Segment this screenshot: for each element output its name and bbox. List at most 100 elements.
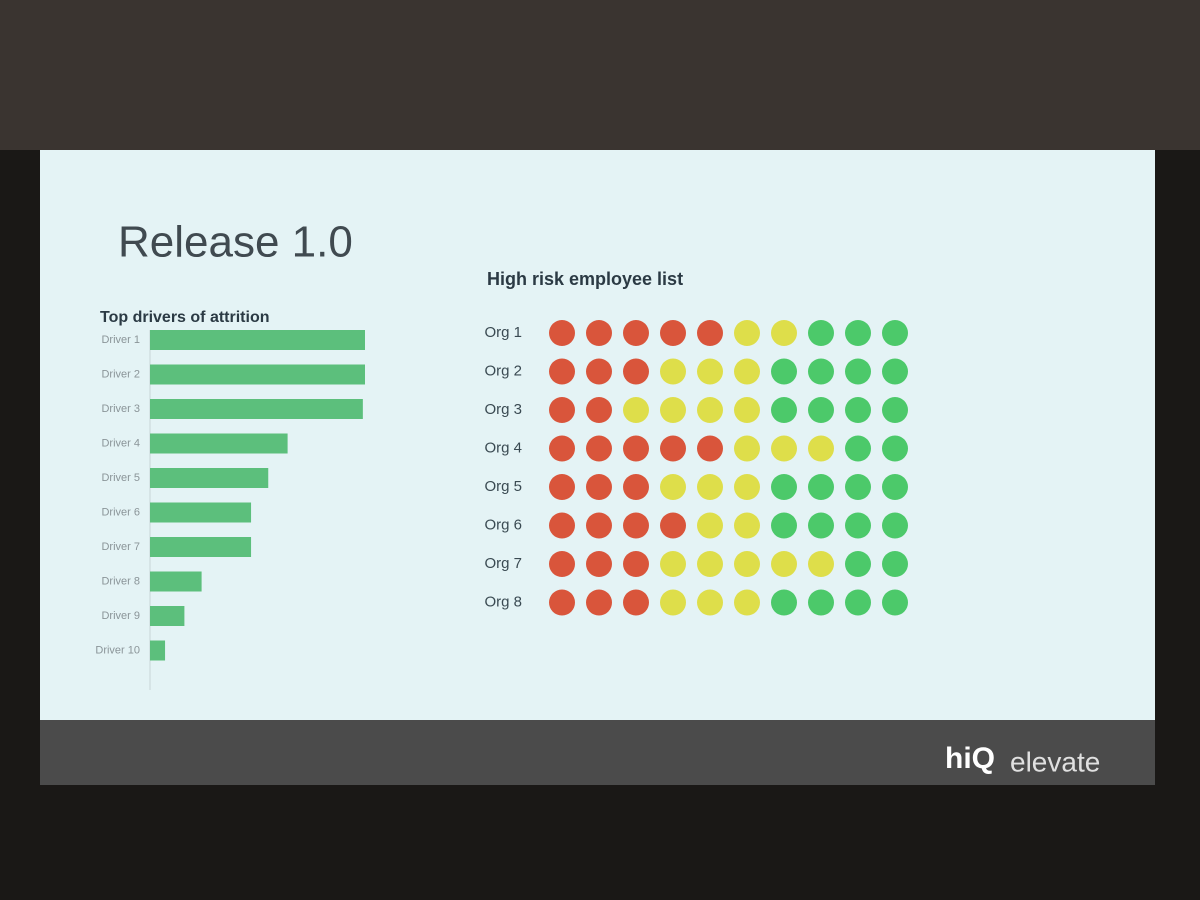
dot bbox=[549, 358, 575, 385]
dot bbox=[845, 435, 871, 462]
dot bbox=[734, 589, 760, 616]
dot bbox=[734, 435, 760, 462]
dot bbox=[549, 397, 575, 423]
dot bbox=[808, 358, 834, 385]
dot bbox=[697, 435, 723, 462]
dot-segment bbox=[734, 435, 834, 462]
dot-segment bbox=[549, 551, 649, 577]
dot bbox=[845, 589, 871, 616]
dot bbox=[660, 474, 686, 500]
y-tick-label: Driver 3 bbox=[101, 403, 140, 415]
dot-segment bbox=[549, 320, 723, 346]
chart-title: Top drivers of attrition bbox=[100, 309, 269, 326]
dot bbox=[882, 358, 908, 385]
slide-footer bbox=[40, 720, 1155, 785]
dot bbox=[734, 320, 760, 346]
logo: hiQ bbox=[945, 742, 995, 775]
dot bbox=[771, 512, 797, 539]
y-tick-label: Driver 5 bbox=[101, 472, 140, 484]
bar bbox=[150, 364, 365, 385]
dot bbox=[845, 512, 871, 539]
dot bbox=[549, 589, 575, 616]
dot-segment bbox=[549, 589, 649, 616]
bar bbox=[150, 606, 185, 626]
dot bbox=[623, 397, 649, 423]
y-tick-label: Driver 10 bbox=[95, 644, 140, 656]
dot bbox=[586, 358, 612, 385]
dot bbox=[771, 551, 797, 577]
dot bbox=[623, 589, 649, 616]
y-tick-label: Driver 6 bbox=[101, 506, 140, 518]
dot bbox=[845, 551, 871, 577]
dot bbox=[697, 589, 723, 616]
dot-segment bbox=[549, 435, 723, 462]
dot bbox=[734, 551, 760, 577]
bar bbox=[150, 571, 202, 592]
ceiling bbox=[0, 0, 1200, 150]
dot bbox=[771, 358, 797, 385]
dot bbox=[549, 512, 575, 539]
dot bbox=[623, 474, 649, 500]
dot bbox=[623, 435, 649, 462]
chart-title: High risk employee list bbox=[487, 269, 683, 289]
row-label: Org 6 bbox=[484, 516, 522, 533]
dot-segment bbox=[734, 320, 797, 346]
dot bbox=[697, 512, 723, 539]
dot bbox=[660, 589, 686, 616]
dot-segment bbox=[549, 358, 649, 385]
dot bbox=[623, 320, 649, 346]
bar bbox=[150, 502, 252, 523]
dot-segment bbox=[549, 512, 686, 539]
dot-segment bbox=[697, 512, 760, 539]
dot-segment bbox=[623, 397, 760, 423]
dot bbox=[808, 474, 834, 500]
dot-segment bbox=[660, 551, 834, 577]
y-tick-label: Driver 2 bbox=[101, 368, 140, 380]
dot bbox=[882, 435, 908, 462]
dot bbox=[549, 474, 575, 500]
dot bbox=[586, 435, 612, 462]
dot bbox=[623, 551, 649, 577]
dot bbox=[734, 474, 760, 500]
dot bbox=[623, 512, 649, 539]
bar bbox=[150, 468, 269, 488]
dot bbox=[549, 551, 575, 577]
dot-segment bbox=[771, 512, 908, 539]
y-tick-label: Driver 8 bbox=[101, 575, 140, 587]
y-tick-label: Driver 1 bbox=[101, 334, 140, 346]
row-label: Org 5 bbox=[484, 478, 522, 495]
dot bbox=[882, 589, 908, 616]
dot bbox=[771, 320, 797, 346]
row-label: Org 2 bbox=[484, 362, 522, 379]
dot-segment bbox=[660, 358, 760, 385]
bar bbox=[150, 399, 363, 419]
dot bbox=[882, 512, 908, 539]
dot bbox=[845, 320, 871, 346]
bar bbox=[150, 433, 288, 454]
dot bbox=[808, 435, 834, 462]
dot bbox=[808, 589, 834, 616]
dot bbox=[734, 512, 760, 539]
dot bbox=[734, 358, 760, 385]
dot bbox=[808, 551, 834, 577]
row-label: Org 8 bbox=[484, 593, 522, 610]
bar bbox=[150, 640, 166, 661]
dot-segment bbox=[549, 397, 612, 423]
dot-segment bbox=[808, 320, 908, 346]
dot bbox=[808, 320, 834, 346]
dot bbox=[660, 551, 686, 577]
dot bbox=[586, 397, 612, 423]
dot-segment bbox=[771, 358, 908, 385]
slide-title: Release 1.0 bbox=[118, 218, 353, 267]
dot bbox=[845, 397, 871, 423]
dot bbox=[660, 512, 686, 539]
y-tick-label: Driver 4 bbox=[101, 437, 140, 449]
dot-segment bbox=[845, 551, 908, 577]
dot-segment bbox=[771, 397, 908, 423]
dot bbox=[586, 474, 612, 500]
dot bbox=[660, 397, 686, 423]
dot bbox=[697, 320, 723, 346]
tagline: elevate bbox=[1010, 746, 1100, 777]
